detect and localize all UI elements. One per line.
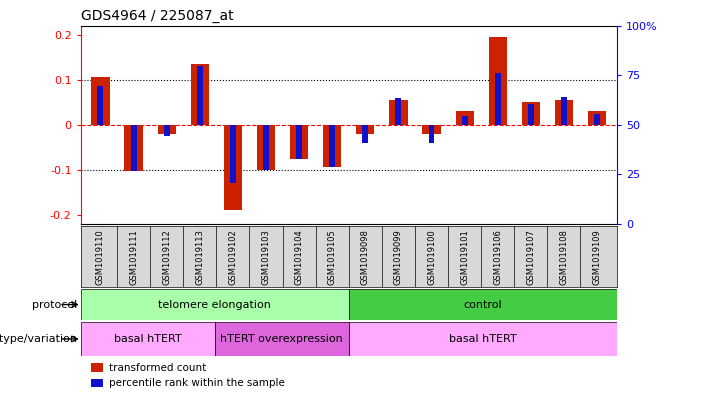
- Text: GDS4964 / 225087_at: GDS4964 / 225087_at: [81, 9, 233, 23]
- Bar: [224, 125, 242, 211]
- Text: GSM1019113: GSM1019113: [196, 229, 204, 285]
- Text: GSM1019103: GSM1019103: [261, 229, 271, 285]
- Text: GSM1019098: GSM1019098: [361, 229, 370, 285]
- Text: GSM1019111: GSM1019111: [129, 229, 138, 285]
- Text: protocol: protocol: [32, 299, 77, 310]
- Bar: [428, 125, 435, 143]
- Bar: [522, 102, 540, 125]
- Text: basal hTERT: basal hTERT: [114, 334, 182, 344]
- Bar: [462, 116, 468, 125]
- Bar: [158, 125, 176, 134]
- Text: GSM1019101: GSM1019101: [460, 229, 469, 285]
- Bar: [81, 322, 215, 356]
- Text: genotype/variation: genotype/variation: [0, 334, 77, 344]
- Bar: [230, 125, 236, 184]
- Text: GSM1019110: GSM1019110: [96, 229, 105, 285]
- Bar: [290, 125, 308, 159]
- Bar: [594, 114, 600, 125]
- Bar: [395, 98, 402, 125]
- Bar: [554, 100, 573, 125]
- Bar: [91, 363, 103, 372]
- Text: hTERT overexpression: hTERT overexpression: [220, 334, 343, 344]
- Bar: [588, 111, 606, 125]
- Bar: [423, 125, 441, 134]
- Bar: [356, 125, 374, 134]
- Bar: [257, 125, 275, 170]
- Text: basal hTERT: basal hTERT: [449, 334, 517, 344]
- Bar: [81, 289, 349, 320]
- Bar: [329, 125, 335, 167]
- Text: GSM1019100: GSM1019100: [427, 229, 436, 285]
- Bar: [215, 322, 349, 356]
- Bar: [362, 125, 368, 143]
- Bar: [389, 100, 407, 125]
- Text: GSM1019112: GSM1019112: [162, 229, 171, 285]
- Bar: [296, 125, 302, 159]
- Bar: [489, 37, 507, 125]
- Text: GSM1019107: GSM1019107: [526, 229, 536, 285]
- Bar: [349, 289, 617, 320]
- Text: GSM1019099: GSM1019099: [394, 229, 403, 285]
- Text: GSM1019109: GSM1019109: [592, 229, 601, 285]
- Bar: [495, 73, 501, 125]
- Bar: [130, 125, 137, 171]
- Bar: [528, 105, 533, 125]
- Text: percentile rank within the sample: percentile rank within the sample: [109, 378, 285, 388]
- Text: GSM1019102: GSM1019102: [229, 229, 238, 285]
- Bar: [191, 64, 209, 125]
- Bar: [91, 379, 103, 387]
- Bar: [197, 66, 203, 125]
- Text: GSM1019105: GSM1019105: [327, 229, 336, 285]
- Bar: [456, 111, 474, 125]
- Text: GSM1019108: GSM1019108: [559, 229, 569, 285]
- Text: GSM1019104: GSM1019104: [294, 229, 304, 285]
- Bar: [97, 86, 104, 125]
- Text: control: control: [463, 299, 502, 310]
- Bar: [91, 77, 109, 125]
- Bar: [323, 125, 341, 167]
- Bar: [125, 125, 143, 171]
- Bar: [349, 322, 617, 356]
- Bar: [164, 125, 170, 136]
- Text: telomere elongation: telomere elongation: [158, 299, 271, 310]
- Bar: [561, 97, 567, 125]
- Text: GSM1019106: GSM1019106: [494, 229, 502, 285]
- Text: transformed count: transformed count: [109, 362, 206, 373]
- Bar: [263, 125, 269, 170]
